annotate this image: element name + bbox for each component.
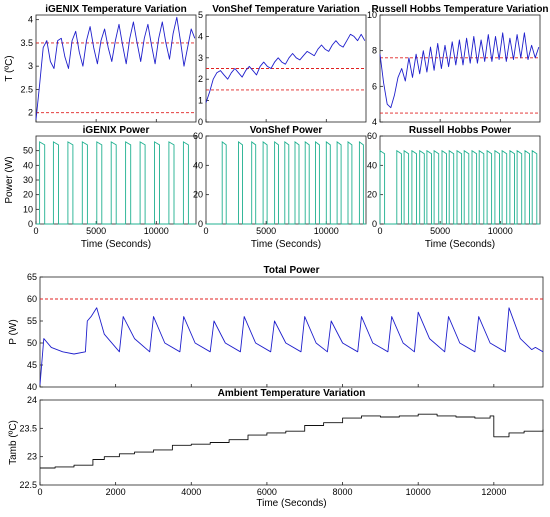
vonshef-power-ytick-label: 20 (193, 190, 203, 200)
igenix-power-ytick-label: 40 (23, 160, 33, 170)
ambient-temp-ylabel: Tamb (ºC) (8, 420, 19, 465)
ambient-temp-xlabel: Time (Seconds) (256, 498, 326, 509)
igenix-power-title: iGENIX Power (83, 125, 150, 136)
vonshef-power-xlabel: Time (Seconds) (251, 239, 321, 250)
vonshef-power-title: VonShef Power (250, 125, 323, 136)
russell-temp-ytick-label: 10 (367, 10, 377, 20)
vonshef-power-xtick-label: 0 (203, 226, 208, 236)
igenix-power-ylabel: Power (W) (4, 156, 15, 203)
vonshef-temp-ytick-label: 0 (198, 117, 203, 127)
vonshef-temp-ytick-label: 5 (198, 10, 203, 20)
total-power-title: Total Power (264, 265, 320, 276)
vonshef-power-xtick-label: 10000 (314, 226, 339, 236)
total-power-ytick-label: 45 (27, 360, 37, 370)
total-power-ytick-label: 55 (27, 316, 37, 326)
vonshef-temp-ytick-label: 4 (198, 31, 203, 41)
vonshef-temp-title: VonShef Temperature Variation (212, 4, 359, 15)
igenix-power-xlabel: Time (Seconds) (81, 239, 151, 250)
igenix-power-ytick-label: 10 (23, 204, 33, 214)
ambient-temp-ytick-label: 24 (27, 395, 37, 405)
igenix-power-ytick-label: 20 (23, 190, 33, 200)
igenix-power-ytick-label: 50 (23, 146, 33, 156)
ambient-temp-series-line (40, 413, 544, 469)
ambient-temp-xtick-label: 6000 (257, 487, 277, 497)
vonshef-temp-ytick-label: 1 (198, 96, 203, 106)
ambient-temp-xtick-label: 12000 (481, 487, 506, 497)
igenix-temp-ytick-label: 3 (28, 61, 33, 71)
vonshef-power-xtick-label: 5000 (256, 226, 276, 236)
igenix-power-pulse-line (36, 141, 196, 225)
ambient-temp-xtick-label: 0 (37, 487, 42, 497)
vonshef-temp-ytick-label: 2 (198, 74, 203, 84)
russell-power-xlabel: Time (Seconds) (425, 239, 495, 250)
igenix-temp-ytick-label: 4 (28, 15, 33, 25)
total-power-ytick-label: 65 (27, 272, 37, 282)
russell-temp-axes-box (379, 14, 541, 123)
russell-temp-title: Russell Hobbs Temperature Variation (371, 4, 548, 15)
total-power-ytick-label: 40 (27, 382, 37, 392)
russell-temp-ytick-label: 4 (372, 117, 377, 127)
ambient-temp-ytick-label: 22.5 (19, 480, 37, 490)
ambient-temp-xtick-label: 8000 (333, 487, 353, 497)
vonshef-power-ytick-label: 0 (198, 219, 203, 229)
russell-temp-ytick-label: 6 (372, 81, 377, 91)
vonshef-power-axes-box (205, 135, 367, 225)
russell-power-title: Russell Hobbs Power (409, 125, 511, 136)
igenix-power-ytick-label: 0 (28, 219, 33, 229)
igenix-power-xtick-label: 0 (33, 226, 38, 236)
total-power-ylabel: P (W) (8, 319, 19, 344)
igenix-temp-ylabel: T (ºC) (4, 55, 15, 81)
igenix-power-xtick-label: 10000 (144, 226, 169, 236)
russell-power-xtick-label: 5000 (430, 226, 450, 236)
igenix-temp-ytick-label: 2 (28, 108, 33, 118)
russell-power-ytick-label: 60 (367, 131, 377, 141)
ambient-temp-xtick-label: 4000 (181, 487, 201, 497)
ambient-temp-ytick-label: 23.5 (19, 423, 37, 433)
russell-power-ytick-label: 0 (372, 219, 377, 229)
igenix-temp-axes-box (35, 14, 197, 123)
russell-power-ytick-label: 40 (367, 160, 377, 170)
igenix-power-xtick-label: 5000 (86, 226, 106, 236)
vonshef-temp-ytick-label: 3 (198, 53, 203, 63)
total-power-series-line (39, 307, 544, 385)
igenix-temp-title: iGENIX Temperature Variation (45, 4, 187, 15)
igenix-temp-ytick-label: 3.5 (20, 38, 33, 48)
total-power-ytick-label: 60 (27, 294, 37, 304)
russell-power-xtick-label: 0 (377, 226, 382, 236)
igenix-power-ytick-label: 30 (23, 175, 33, 185)
russell-temp-series-line (379, 32, 540, 109)
igenix-temp-ytick-label: 2.5 (20, 84, 33, 94)
vonshef-temp-series-line (205, 33, 366, 103)
russell-power-ytick-label: 20 (367, 190, 377, 200)
russell-power-pulse-line (379, 149, 540, 225)
russell-power-xtick-label: 10000 (488, 226, 513, 236)
vonshef-power-ytick-label: 40 (193, 160, 203, 170)
vonshef-power-pulse-line (206, 140, 366, 225)
ambient-temp-xtick-label: 2000 (106, 487, 126, 497)
igenix-temp-series-line (35, 16, 196, 120)
total-power-ytick-label: 50 (27, 338, 37, 348)
total-power-axes-box (39, 276, 544, 388)
ambient-temp-ytick-label: 23 (27, 452, 37, 462)
russell-temp-ytick-label: 8 (372, 46, 377, 56)
vonshef-power-ytick-label: 60 (193, 131, 203, 141)
ambient-temp-xtick-label: 10000 (406, 487, 431, 497)
ambient-temp-title: Ambient Temperature Variation (218, 388, 366, 399)
ambient-temp-axes-box (39, 399, 544, 486)
